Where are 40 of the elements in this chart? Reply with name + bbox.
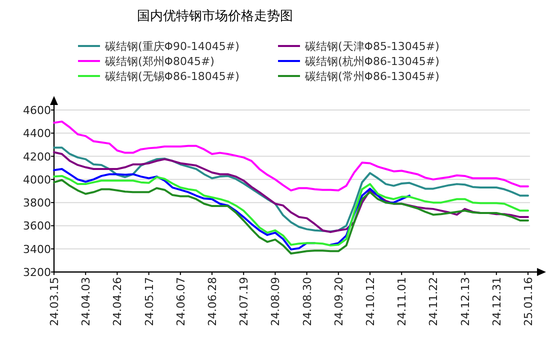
line-series — [53, 179, 529, 254]
x-tick-label: 24.03.15 — [48, 277, 61, 326]
legend-label: 碳结钢(杭州Φ86-13045#) — [304, 55, 440, 68]
y-tick-label: 4400 — [23, 127, 51, 140]
x-tick-label: 24.06.07 — [174, 277, 188, 326]
x-tick-label: 24.10.12 — [364, 277, 377, 326]
x-tick-label: 24.12.31 — [490, 277, 504, 326]
y-tick-label: 3600 — [23, 220, 51, 233]
legend-label: 碳结钢(郑州Φ8045#) — [104, 55, 214, 68]
legend-label: 碳结钢(无锡Φ86-18045#) — [104, 70, 240, 83]
y-tick-label: 4200 — [23, 150, 51, 164]
legend-item: 碳结钢(杭州Φ86-13045#) — [278, 55, 440, 68]
legend-item: 碳结钢(重庆Φ90-14045#) — [78, 40, 240, 53]
x-tick-label: 24.12.13 — [458, 277, 472, 326]
x-tick-label: 24.08.30 — [300, 277, 314, 326]
x-tick-label: 24.11.22 — [427, 277, 440, 326]
legend-item: 碳结钢(天津Φ85-13045#) — [278, 40, 440, 53]
legend-label: 碳结钢(重庆Φ90-14045#) — [104, 40, 240, 53]
y-tick-label: 4600 — [23, 104, 51, 117]
legend-label: 碳结钢(天津Φ85-13045#) — [304, 40, 440, 53]
x-tick-label: 24.05.17 — [142, 277, 156, 326]
legend-item: 碳结钢(郑州Φ8045#) — [78, 55, 214, 68]
y-tick-label: 3400 — [23, 242, 51, 256]
x-tick-label: 24.04.26 — [111, 277, 124, 326]
legend-label: 碳结钢(常州Φ86-13045#) — [304, 70, 440, 83]
chart-title: 国内优特钢市场价格走势图 — [137, 9, 293, 24]
x-tick-label: 24.04.03 — [80, 277, 93, 326]
y-tick-label: 4000 — [23, 173, 51, 186]
x-tick-label: 24.11.01 — [396, 277, 409, 326]
y-tick-label: 3800 — [23, 196, 51, 210]
x-tick-label: 24.06.28 — [206, 277, 219, 326]
line-series — [53, 174, 529, 246]
legend-item: 碳结钢(无锡Φ86-18045#) — [78, 70, 240, 83]
x-tick-label: 24.08.09 — [269, 277, 282, 326]
x-tick-label: 24.09.20 — [332, 277, 346, 326]
legend-item: 碳结钢(常州Φ86-13045#) — [278, 70, 440, 83]
x-tick-label: 25.01.16 — [522, 277, 535, 326]
x-tick-label: 24.07.19 — [238, 277, 251, 326]
line-series — [53, 120, 529, 192]
y-tick-label: 3200 — [23, 266, 51, 279]
